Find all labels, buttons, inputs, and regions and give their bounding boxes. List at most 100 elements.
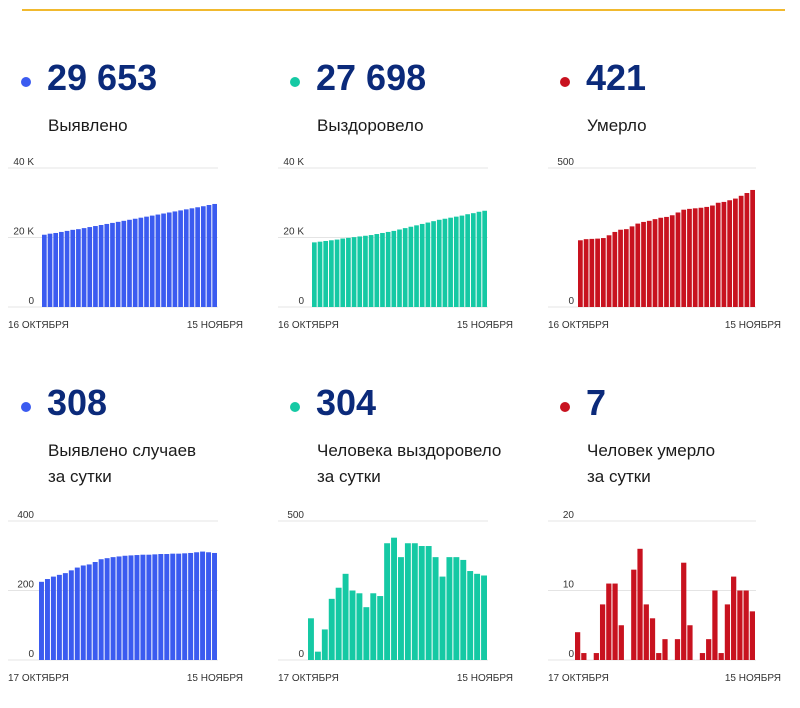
bar — [721, 201, 727, 307]
bar — [397, 229, 402, 307]
bar — [149, 215, 155, 307]
x-tick-label-end: 15 НОЯБРЯ — [457, 320, 513, 331]
bar — [70, 229, 76, 307]
bar — [631, 569, 637, 660]
bar — [731, 576, 737, 660]
bar — [317, 241, 323, 307]
bar — [116, 556, 122, 660]
bar — [363, 607, 370, 660]
legend-dot — [560, 77, 570, 87]
metric-label-line: за сутки — [48, 467, 112, 486]
bar — [42, 234, 47, 307]
y-tick-label: 0 — [28, 649, 34, 660]
y-tick-label: 20 K — [283, 227, 304, 238]
bar — [425, 546, 432, 660]
bar — [470, 213, 476, 307]
y-tick-label: 40 K — [283, 157, 304, 168]
bar — [342, 573, 349, 660]
bar — [98, 224, 104, 307]
bar — [446, 557, 453, 660]
y-tick-label: 0 — [568, 296, 574, 307]
metric-cell-daily-identified: 308 Выявлено случаев за сутки — [21, 378, 286, 708]
bar — [146, 554, 152, 660]
bar — [482, 210, 487, 307]
bar — [593, 653, 599, 660]
bar — [681, 209, 687, 307]
bar — [623, 229, 629, 307]
bar — [706, 639, 712, 660]
bar — [370, 593, 377, 660]
bar — [646, 220, 652, 307]
bar — [687, 625, 693, 660]
bar — [53, 232, 59, 307]
bar — [649, 618, 656, 660]
bar — [715, 202, 721, 307]
bar — [595, 238, 600, 307]
metric-label-line: Выявлено — [48, 116, 128, 135]
bar — [737, 590, 743, 660]
y-tick-label: 0 — [298, 296, 304, 307]
metric-label-line: Человека выздоровело — [317, 441, 502, 460]
bar — [460, 559, 467, 660]
bar — [744, 193, 750, 307]
y-tick-label: 0 — [568, 649, 574, 660]
metric-label-line: Человек умерло — [587, 441, 716, 460]
bar — [652, 219, 658, 307]
metric-cell-recovered: 27 698 Выздоровело — [290, 53, 555, 383]
bar — [86, 564, 92, 660]
x-tick-label-start: 17 ОКТЯБРЯ — [548, 673, 609, 684]
bar — [637, 548, 643, 660]
metric-label-line: Умерло — [587, 116, 647, 135]
bar — [432, 557, 439, 660]
bar — [385, 231, 391, 307]
bar — [349, 590, 356, 660]
bar — [418, 546, 425, 660]
bar — [110, 557, 116, 660]
metric-label: Человека выздоровело за сутки — [317, 438, 501, 490]
bar — [92, 562, 98, 660]
bar — [414, 225, 419, 307]
bar — [712, 590, 718, 660]
bar — [635, 223, 641, 307]
bar — [340, 238, 346, 307]
bar — [155, 214, 161, 307]
bar — [144, 216, 149, 307]
legend-dot — [290, 77, 300, 87]
legend-dot — [21, 77, 31, 87]
bar — [183, 209, 189, 307]
bar — [158, 554, 164, 660]
bar — [589, 238, 595, 307]
bar — [206, 552, 212, 660]
bar — [669, 215, 675, 307]
bar — [643, 604, 649, 660]
bar — [74, 567, 80, 660]
bar — [189, 208, 195, 307]
bar — [738, 195, 744, 307]
bar — [104, 223, 110, 307]
metric-value: 308 — [47, 382, 108, 423]
bar — [200, 551, 206, 660]
bar — [132, 218, 138, 307]
y-tick-label: 500 — [557, 157, 574, 168]
bar — [662, 639, 668, 660]
bar — [98, 559, 104, 660]
legend-dot — [21, 402, 31, 412]
bar — [599, 604, 606, 660]
bar — [750, 189, 755, 307]
metric-label-line: за сутки — [587, 467, 651, 486]
bar — [453, 557, 460, 660]
bar — [718, 653, 724, 660]
metric-cell-died: 421 Умерло — [560, 53, 800, 383]
metric-cell-daily-died: 7 Человек умерло за сутки — [560, 378, 800, 708]
bar — [115, 221, 121, 307]
bar — [194, 552, 200, 660]
bar — [328, 598, 335, 660]
bar — [110, 222, 115, 307]
bar — [743, 590, 749, 660]
bar — [172, 211, 178, 307]
bar — [93, 226, 98, 307]
bar — [391, 537, 397, 660]
y-tick-label: 0 — [28, 296, 34, 307]
